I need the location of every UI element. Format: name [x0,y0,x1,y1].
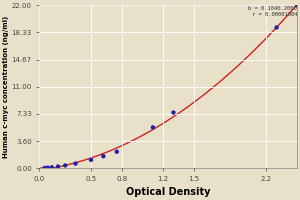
Point [151,126,155,129]
Point [56,165,60,168]
Text: b = 0.1040.2000
r = 0.00001084: b = 0.1040.2000 r = 0.00001084 [248,6,297,17]
Point [295,4,300,7]
Point [73,162,78,165]
Point [101,155,106,158]
Point [63,164,68,167]
Point [45,166,50,169]
X-axis label: Optical Density: Optical Density [126,187,211,197]
Y-axis label: Human c-myc concentration (ng/ml): Human c-myc concentration (ng/ml) [3,16,9,158]
Point [114,150,119,153]
Point [50,166,54,169]
Point [274,26,279,29]
Point [88,158,93,161]
Point [42,166,47,170]
Point [171,111,176,114]
